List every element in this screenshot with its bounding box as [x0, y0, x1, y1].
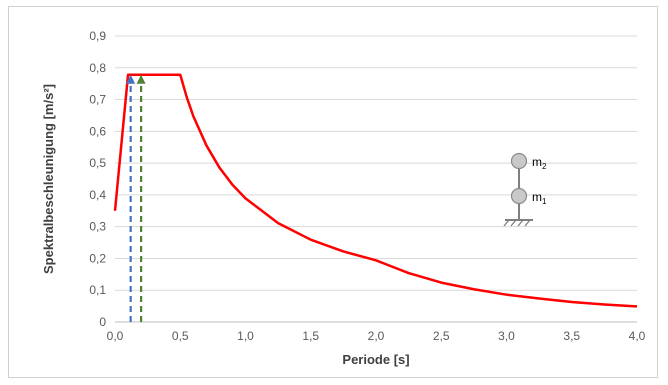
y-tick-labels: 0 0,1 0,2 0,3 0,4 0,5 0,6 0,7 0,8 0,9 [89, 29, 106, 329]
x-axis-title: Periode [s] [342, 352, 409, 367]
marker-arrowhead [126, 74, 136, 84]
two-mass-oscillator-icon: m2 m1 [503, 152, 547, 227]
mass-1-circle [510, 187, 528, 205]
y-axis-title: Spektralbeschleunigung [m/s²] [41, 84, 56, 274]
y-tick-label: 0,6 [89, 124, 106, 138]
gridlines [115, 35, 637, 291]
period-marker-2 [136, 74, 146, 322]
x-tick-labels: 0,0 0,5 1,0 1,5 2,0 2,5 3,0 3,5 4,0 [107, 329, 646, 343]
chart-frame: 0 0,1 0,2 0,3 0,4 0,5 0,6 0,7 0,8 0,9 0,0 0,5 1,0 1,… [8, 6, 658, 378]
y-tick-label: 0,1 [89, 283, 106, 297]
x-tick-label: 3,0 [498, 329, 515, 343]
y-tick-label: 0,7 [89, 93, 106, 107]
x-tick-label: 2,0 [368, 329, 385, 343]
spectrum-chart: 0 0,1 0,2 0,3 0,4 0,5 0,6 0,7 0,8 0,9 0,0 0,5 1,0 1,… [41, 29, 646, 367]
x-tick-label: 0,0 [107, 329, 124, 343]
y-tick-label: 0,2 [89, 251, 106, 265]
y-tick-label: 0,3 [89, 220, 106, 234]
x-tick-label: 3,5 [563, 329, 580, 343]
x-tick-label: 2,5 [433, 329, 450, 343]
period-markers [126, 74, 146, 322]
y-tick-label: 0,5 [89, 156, 106, 170]
x-tick-label: 0,5 [172, 329, 189, 343]
spectrum-line [113, 73, 638, 308]
mass-1-label: m1 [532, 190, 547, 206]
mass-2-circle [510, 152, 528, 170]
period-marker-1 [126, 74, 136, 322]
y-tick-label: 0,4 [89, 188, 106, 202]
ground-hatch [503, 219, 531, 227]
x-tick-label: 1,0 [237, 329, 254, 343]
series-group [113, 73, 638, 308]
x-tick-label: 4,0 [629, 329, 646, 343]
x-tick-label: 1,5 [302, 329, 319, 343]
marker-arrowhead [136, 74, 146, 84]
y-tick-label: 0,8 [89, 61, 106, 75]
mass-2-label: m2 [532, 155, 547, 171]
y-tick-label: 0,9 [89, 29, 106, 43]
y-tick-label: 0 [99, 315, 106, 329]
